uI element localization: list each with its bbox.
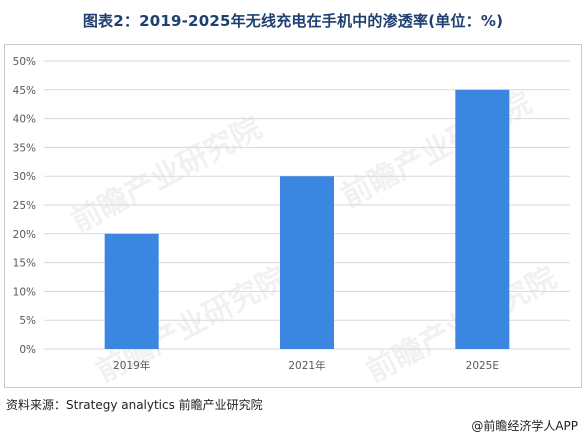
app-credit: @前瞻经济学人APP (471, 419, 578, 433)
y-tick-label: 5% (19, 315, 36, 327)
y-tick-label: 30% (13, 171, 36, 183)
chart-title: 图表2：2019-2025年无线充电在手机中的渗透率(单位：%) (82, 12, 504, 30)
y-tick-label: 45% (13, 85, 36, 97)
bar-2 (455, 89, 510, 350)
y-tick-label: 25% (13, 200, 36, 212)
x-tick-label: 2021年 (288, 359, 325, 372)
y-tick-label: 20% (13, 229, 36, 241)
y-tick-label: 35% (13, 142, 36, 154)
y-tick-label: 40% (13, 114, 36, 126)
x-tick-label: 2025E (466, 360, 499, 372)
chart-frame (4, 44, 582, 388)
source-note: 资料来源：Strategy analytics 前瞻产业研究院 (6, 398, 263, 412)
x-tick-label: 2019年 (113, 359, 150, 372)
y-tick-label: 15% (13, 258, 36, 270)
bars (104, 89, 510, 350)
y-axis-ticks: 0% 5% 10% 15% 20% 25% 30% 35% 40% 45% 50% (13, 56, 36, 356)
x-axis-ticks: 2019年 2021年 2025E (113, 359, 499, 372)
bar-0 (104, 233, 159, 349)
y-tick-label: 10% (13, 286, 36, 298)
bar-1 (280, 176, 334, 349)
y-tick-label: 0% (19, 344, 36, 356)
y-tick-label: 50% (13, 56, 36, 68)
